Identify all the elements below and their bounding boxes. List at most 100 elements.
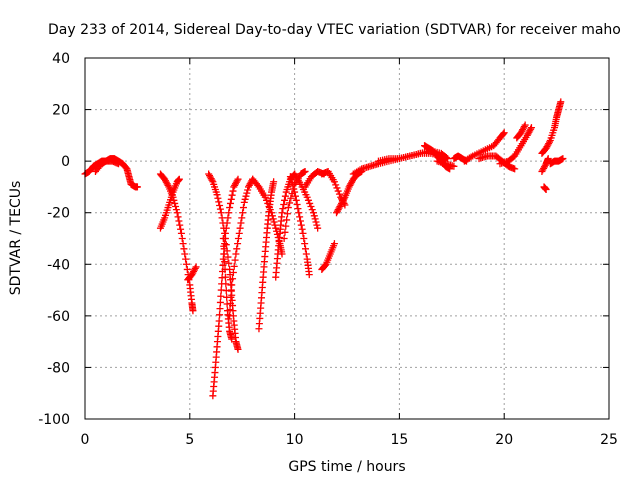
data-point bbox=[301, 167, 309, 175]
data-point bbox=[216, 298, 224, 306]
data-point bbox=[500, 129, 508, 137]
data-point bbox=[234, 175, 242, 183]
data-point bbox=[177, 229, 185, 237]
data-point bbox=[450, 162, 458, 170]
data-point bbox=[540, 164, 548, 172]
data-point bbox=[334, 187, 342, 195]
data-point bbox=[511, 165, 519, 173]
data-points bbox=[81, 98, 567, 400]
series-s12 bbox=[272, 170, 299, 281]
data-point bbox=[230, 183, 238, 191]
x-tick-label: 0 bbox=[81, 432, 90, 448]
data-point bbox=[307, 203, 315, 211]
series-s8 bbox=[226, 175, 257, 320]
data-point bbox=[189, 269, 197, 277]
data-point bbox=[524, 130, 532, 138]
data-point bbox=[284, 204, 292, 212]
data-point bbox=[228, 281, 236, 289]
data-point bbox=[523, 131, 531, 139]
data-point bbox=[519, 124, 527, 132]
data-point bbox=[232, 178, 240, 186]
data-point bbox=[304, 196, 312, 204]
data-point bbox=[271, 221, 279, 229]
data-point bbox=[336, 203, 344, 211]
data-point bbox=[302, 250, 310, 258]
data-point bbox=[243, 189, 251, 197]
data-point bbox=[347, 180, 355, 188]
data-point bbox=[301, 240, 309, 248]
data-point bbox=[220, 250, 228, 258]
data-point bbox=[278, 209, 286, 217]
data-point bbox=[290, 185, 298, 193]
data-point bbox=[527, 124, 535, 132]
data-point bbox=[230, 262, 238, 270]
data-point bbox=[213, 191, 221, 199]
y-tick-label: 0 bbox=[61, 154, 70, 170]
series-s10 bbox=[249, 175, 286, 258]
data-point bbox=[467, 153, 475, 161]
data-point bbox=[301, 245, 309, 253]
y-tick-label: -80 bbox=[47, 360, 70, 376]
data-point bbox=[183, 265, 191, 273]
data-point bbox=[225, 209, 233, 217]
data-point bbox=[297, 221, 305, 229]
data-point bbox=[312, 218, 320, 226]
data-point bbox=[281, 196, 289, 204]
data-point bbox=[283, 216, 291, 224]
chart-title: Day 233 of 2014, Sidereal Day-to-day VTE… bbox=[48, 22, 621, 38]
data-point bbox=[348, 178, 356, 186]
data-point bbox=[238, 214, 246, 222]
data-point bbox=[176, 221, 184, 229]
data-point bbox=[179, 240, 187, 248]
data-point bbox=[164, 181, 172, 189]
data-point bbox=[174, 213, 182, 221]
data-point bbox=[233, 245, 241, 253]
data-point bbox=[291, 192, 299, 200]
data-point bbox=[557, 98, 565, 106]
data-point bbox=[224, 253, 232, 261]
data-point bbox=[311, 215, 319, 223]
y-axis: -100 -80 -60 -40 -20 0 20 40 bbox=[38, 51, 609, 428]
x-axis: 0 5 10 15 20 25 bbox=[81, 58, 618, 448]
data-point bbox=[177, 225, 185, 233]
data-point bbox=[286, 199, 294, 207]
data-point bbox=[338, 199, 346, 207]
data-point bbox=[296, 213, 304, 221]
x-tick-label: 5 bbox=[185, 432, 194, 448]
data-point bbox=[175, 175, 183, 183]
series-s9 bbox=[219, 235, 236, 343]
data-point bbox=[226, 312, 234, 320]
data-point bbox=[229, 187, 237, 195]
data-point bbox=[527, 125, 535, 133]
data-point bbox=[239, 204, 247, 212]
data-point bbox=[231, 181, 239, 189]
data-point bbox=[221, 265, 229, 273]
data-point bbox=[520, 123, 528, 131]
data-point bbox=[162, 178, 170, 186]
data-point bbox=[544, 141, 552, 149]
data-point bbox=[340, 195, 348, 203]
series-s2 bbox=[91, 157, 123, 175]
data-point bbox=[178, 235, 186, 242]
x-tick-label: 15 bbox=[390, 432, 408, 448]
data-point bbox=[226, 199, 234, 207]
data-point bbox=[305, 271, 313, 279]
data-point bbox=[246, 180, 254, 188]
series-s26 bbox=[475, 152, 519, 173]
data-point bbox=[191, 264, 199, 272]
data-point bbox=[300, 235, 308, 242]
data-point bbox=[220, 242, 228, 250]
data-point bbox=[543, 143, 551, 151]
data-point bbox=[313, 221, 321, 229]
data-point bbox=[540, 163, 548, 171]
data-point bbox=[339, 196, 347, 204]
data-point bbox=[545, 138, 553, 146]
series-s25 bbox=[460, 129, 508, 165]
data-point bbox=[227, 195, 235, 203]
data-point bbox=[222, 224, 230, 232]
data-point bbox=[218, 214, 226, 222]
data-point bbox=[226, 204, 234, 212]
data-point bbox=[335, 204, 343, 212]
data-point bbox=[309, 209, 317, 217]
